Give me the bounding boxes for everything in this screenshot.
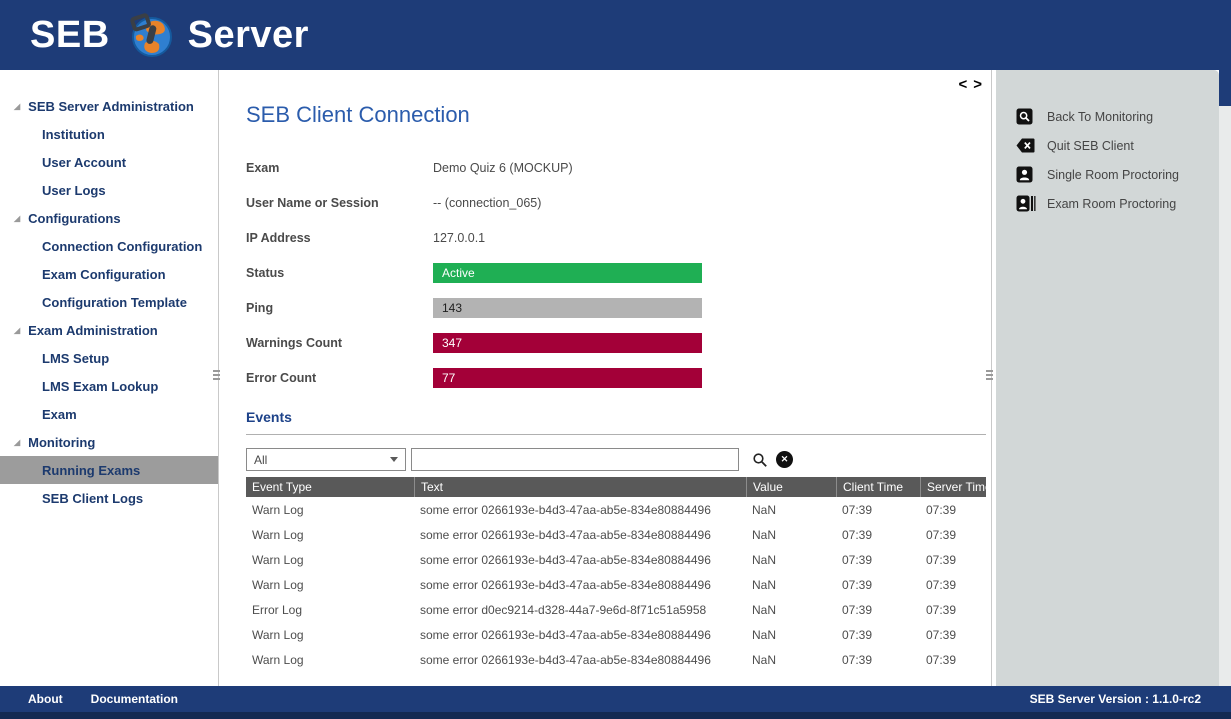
sidebar-item-seb-client-logs[interactable]: SEB Client Logs [42,490,144,506]
table-row[interactable]: Error Log some error d0ec9214-d328-44a7-9… [252,602,957,617]
events-search-input[interactable] [411,448,739,471]
status-badge: Active [433,262,702,283]
single-person-icon [1016,166,1036,183]
connection-detail-fields: Exam Demo Quiz 6 (MOCKUP) User Name or S… [246,150,991,395]
field-ping: Ping 143 [246,290,991,325]
sidebar-section-exam-administration[interactable]: ◢ Exam Administration [14,322,158,338]
people-list-icon [1016,195,1036,212]
clear-filter-icon[interactable]: ✕ [776,451,793,468]
chevron-down-icon [390,457,398,462]
search-icon[interactable] [752,452,768,468]
events-divider [246,434,986,435]
events-table-header: Event Type Text Value Client Time Server… [246,477,986,497]
field-session-value: -- (connection_065) [433,195,542,210]
sidebar-item-connection-configuration[interactable]: Connection Configuration [42,238,203,254]
back-to-monitoring-button[interactable]: Back To Monitoring [1016,108,1219,125]
dropdown-selected-value: All [254,452,268,467]
sidebar-item-exam-configuration[interactable]: Exam Configuration [42,266,166,282]
resize-grip-icon[interactable] [986,368,996,382]
field-status: Status Active [246,255,991,290]
header-right-corner [1219,70,1231,106]
server-version-label: SEB Server Version : 1.1.0-rc2 [1029,692,1201,706]
main-content: < > SEB Client Connection Exam Demo Quiz … [223,70,991,686]
sidebar-section-configurations[interactable]: ◢ Configurations [14,210,121,226]
sidebar-item-user-account[interactable]: User Account [42,154,127,170]
quit-icon [1016,138,1036,153]
table-row[interactable]: Warn Log some error 0266193e-b4d3-47aa-ab… [252,577,957,592]
about-link[interactable]: About [28,692,63,706]
field-ip-address: IP Address 127.0.0.1 [246,230,486,245]
monitor-search-icon [1016,108,1036,125]
column-header-client-time[interactable]: Client Time [836,477,920,497]
field-error-count: Error Count 77 [246,360,991,395]
sidebar-item-exam[interactable]: Exam [42,406,77,422]
sidebar-item-user-logs[interactable]: User Logs [42,182,106,198]
sidebar-item-institution[interactable]: Institution [42,126,105,142]
error-count-badge: 77 [433,367,702,388]
collapse-triangle-icon: ◢ [14,437,21,447]
sidebar-section-seb-server-administration[interactable]: ◢ SEB Server Administration [14,98,194,114]
content-pager: < > [955,76,985,93]
column-header-server-time[interactable]: Server Time [920,477,986,497]
collapse-triangle-icon: ◢ [14,325,21,335]
app-header: SEB Server [0,0,1231,70]
seb-globe-logo-icon [126,10,176,60]
column-header-event-type[interactable]: Event Type [252,480,312,494]
field-exam-value: Demo Quiz 6 (MOCKUP) [433,160,573,175]
exam-room-proctoring-button[interactable]: Exam Room Proctoring [1016,195,1219,212]
documentation-link[interactable]: Documentation [90,692,178,706]
right-panel-resize-handle[interactable] [986,70,996,686]
sidebar-item-lms-exam-lookup[interactable]: LMS Exam Lookup [42,378,159,394]
table-row[interactable]: Warn Log some error 0266193e-b4d3-47aa-ab… [252,502,957,517]
right-scroll-track[interactable] [1219,106,1231,686]
sidebar-resize-handle[interactable] [213,70,223,686]
sidebar-item-lms-setup[interactable]: LMS Setup [42,350,110,366]
event-type-filter-dropdown[interactable]: All [246,448,406,471]
table-row[interactable]: Warn Log some error 0266193e-b4d3-47aa-ab… [252,527,957,542]
table-row[interactable]: Warn Log some error 0266193e-b4d3-47aa-ab… [252,652,957,667]
events-filter-row: All ✕ [246,448,991,471]
events-section-heading: Events [246,409,292,425]
page-title: SEB Client Connection [246,102,470,127]
navigation-sidebar: ◢ SEB Server Administration Institution U… [0,70,218,686]
page-back-chevron-icon[interactable]: < [958,76,968,93]
column-header-text[interactable]: Text [414,477,746,497]
warnings-count-badge: 347 [433,332,702,353]
quit-seb-client-button[interactable]: Quit SEB Client [1016,137,1219,154]
action-panel: Back To Monitoring Quit SEB Client Singl… [996,70,1219,686]
footer-bottom-strip [0,712,1231,719]
sidebar-item-configuration-template[interactable]: Configuration Template [42,294,187,310]
field-warnings-count: Warnings Count 347 [246,325,991,360]
table-row[interactable]: Warn Log some error 0266193e-b4d3-47aa-ab… [252,627,957,642]
table-row[interactable]: Warn Log some error 0266193e-b4d3-47aa-ab… [252,552,957,567]
events-table: Event Type Text Value Client Time Server… [246,477,986,672]
field-user-name-or-session: User Name or Session -- (connection_065) [246,195,542,210]
field-exam: Exam Demo Quiz 6 (MOCKUP) [246,160,573,175]
resize-grip-icon[interactable] [213,368,223,382]
ping-badge: 143 [433,297,702,318]
collapse-triangle-icon: ◢ [14,101,21,111]
brand-seb: SEB [30,13,110,56]
collapse-triangle-icon: ◢ [14,213,21,223]
brand-server: Server [187,13,309,56]
page-forward-chevron-icon[interactable]: > [973,76,982,93]
column-header-value[interactable]: Value [746,477,836,497]
sidebar-item-running-exams[interactable]: Running Exams [0,456,218,484]
sidebar-section-monitoring[interactable]: ◢ Monitoring [14,434,96,450]
app-footer: About Documentation SEB Server Version :… [0,686,1231,712]
field-ip-value: 127.0.0.1 [433,230,486,245]
single-room-proctoring-button[interactable]: Single Room Proctoring [1016,166,1219,183]
